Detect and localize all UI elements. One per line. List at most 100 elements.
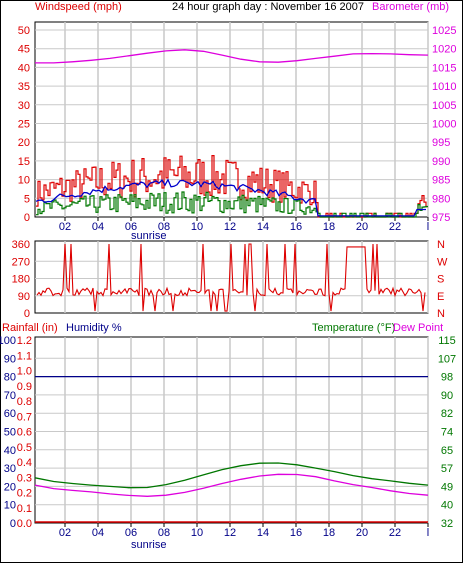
panel3-humidity-tick: 0 <box>10 518 16 530</box>
panel3-x-tick: 10 <box>191 527 203 539</box>
panel1-x-tick: 20 <box>356 221 368 233</box>
panel3-temp-tick: 115 <box>438 335 456 347</box>
panel1-left-tick: 5 <box>24 193 30 205</box>
barometer-label: Barometer (mb) <box>372 1 449 13</box>
panel1-x-tick: 06 <box>125 221 137 233</box>
barometer-line <box>35 49 429 64</box>
panel3-humidity-tick: 20 <box>4 481 16 493</box>
panel3-x-tick: 02 <box>59 527 71 539</box>
panel3-rain-tick: 0.7 <box>17 411 32 423</box>
sunrise-label-bottom: sunrise <box>131 539 166 551</box>
panel1-left-tick: 40 <box>18 62 30 74</box>
panel1-x-tick: 18 <box>323 221 335 233</box>
panel3-temp-tick: 40 <box>441 500 453 512</box>
panel1-right-tick: 985 <box>432 175 450 187</box>
panel1-right-tick: 1010 <box>432 81 456 93</box>
panel3-humidity-tick: 40 <box>4 445 16 457</box>
panel3-rain-tick: 1.0 <box>17 366 32 378</box>
windspeed-label: Windspeed (mph) <box>35 1 122 13</box>
panel3-rain-tick: 0.0 <box>17 518 32 530</box>
chart-title: 24 hour graph day : November 16 2007 <box>172 1 364 13</box>
panel3-humidity-tick: 10 <box>4 500 16 512</box>
panel3-humidity-tick: 80 <box>4 372 16 384</box>
wind-direction-trace <box>36 243 426 312</box>
dewpoint-label: Dew Point <box>393 322 443 334</box>
panel3-rain-tick: 0.2 <box>17 488 32 500</box>
panel3-x-tick: 08 <box>158 527 170 539</box>
panel3-rain-tick: 0.6 <box>17 427 32 439</box>
panel3-x-tick: 06 <box>125 527 137 539</box>
panel3-rain-tick: 0.3 <box>17 472 32 484</box>
average-wind-trace <box>35 178 426 217</box>
panel3-temp-tick: 49 <box>441 481 453 493</box>
panel2-right-tick: S <box>437 274 444 286</box>
temperature-label: Temperature (°F) <box>312 322 395 334</box>
panel1-x-tick: 02 <box>59 221 71 233</box>
panel1-x-tick: 14 <box>257 221 269 233</box>
panel1-left-tick: 35 <box>18 81 30 93</box>
panel1-x-tick: 08 <box>158 221 170 233</box>
gust-trace <box>36 155 428 218</box>
panel3-rain-tick: 0.5 <box>17 442 32 454</box>
panel3-x-tick: 12 <box>224 527 236 539</box>
panel3-x-tick: 18 <box>323 527 335 539</box>
panel1-x-tick: 12 <box>224 221 236 233</box>
panel3-temp-tick: 65 <box>441 445 453 457</box>
panel1-left-tick: 20 <box>18 137 30 149</box>
temperature-line <box>34 462 429 489</box>
panel3-temp-tick: 98 <box>441 372 453 384</box>
panel1-left-tick: 15 <box>18 156 30 168</box>
panel3-rain-tick: 0.8 <box>17 396 32 408</box>
panel2-right-tick: N <box>437 239 445 251</box>
panel3-rain-tick: 0.1 <box>17 503 32 515</box>
panel3-temp-tick: 32 <box>441 518 453 530</box>
panel1-left-tick: 25 <box>18 119 30 131</box>
panel1-right-tick: 1025 <box>432 25 456 37</box>
panel1-x-tick: 22 <box>389 221 401 233</box>
panel1-x-tick: 16 <box>290 221 302 233</box>
dewpoint-line <box>34 473 429 497</box>
panel1-right-tick: 1020 <box>432 44 456 56</box>
panel3-x-tick: 14 <box>257 527 269 539</box>
humidity-label: Humidity % <box>66 322 122 334</box>
panel1-right-tick: 1015 <box>432 62 456 74</box>
panel3-x-tick: 22 <box>389 527 401 539</box>
panel3-humidity-tick: 60 <box>4 408 16 420</box>
panel3-humidity-tick: 70 <box>4 390 16 402</box>
panel3-x-tick: 16 <box>290 527 302 539</box>
panel3-temp-tick: 57 <box>441 463 453 475</box>
panel3-temp-tick: 90 <box>441 390 453 402</box>
panel3-humidity-tick: 90 <box>4 353 16 365</box>
rainfall-label: Rainfall (in) <box>2 322 58 334</box>
panel3-temp-tick: 74 <box>441 427 453 439</box>
panel3-humidity-tick: 30 <box>4 463 16 475</box>
panel1-box <box>34 21 429 218</box>
panel3-box <box>34 336 429 524</box>
panel1-left-tick: 50 <box>18 25 30 37</box>
panel1-right-tick: 1000 <box>432 119 456 131</box>
panel1-left-tick: 0 <box>24 212 30 224</box>
panel1-x-tick: 04 <box>92 221 104 233</box>
panel1-left-tick: 10 <box>18 175 30 187</box>
panel3-humidity-tick: 50 <box>4 427 16 439</box>
panel1-x-tick: l <box>427 221 429 233</box>
panel3-rain-tick: 1.1 <box>17 350 32 362</box>
panel1-right-tick: 990 <box>432 156 450 168</box>
panel2-right-tick: N <box>437 308 445 320</box>
panel1-right-tick: 1005 <box>432 100 456 112</box>
panel2-left-tick: 360 <box>12 239 30 251</box>
panel3-x-tick: 20 <box>356 527 368 539</box>
panel1-left-tick: 30 <box>18 100 30 112</box>
panel1-right-tick: 995 <box>432 137 450 149</box>
panel3-rain-tick: 0.9 <box>17 381 32 393</box>
panel2-left-tick: 0 <box>24 308 30 320</box>
panel3-temp-tick: 107 <box>438 353 456 365</box>
sunrise-label-top: sunrise <box>131 230 166 242</box>
panel3-rain-tick: 1.2 <box>17 335 32 347</box>
panel2-right-tick: W <box>437 256 448 268</box>
panel2-left-tick: 180 <box>12 274 30 286</box>
panel3-x-tick: 04 <box>92 527 104 539</box>
panel1-left-tick: 45 <box>18 44 30 56</box>
panel1-right-tick: 980 <box>432 193 450 205</box>
